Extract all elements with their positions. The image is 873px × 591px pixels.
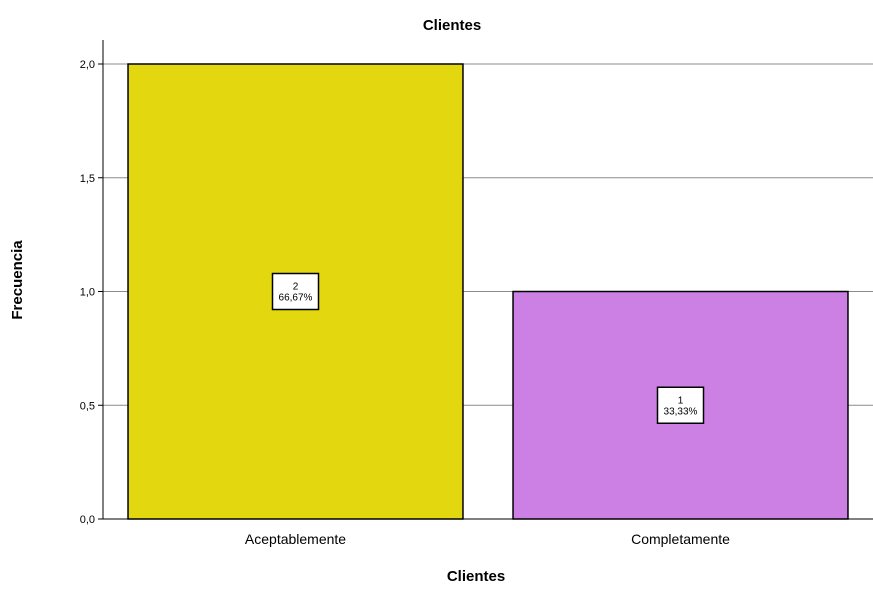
y-tick-label: 2,0 [80,59,95,71]
y-tick-label: 1,5 [80,173,95,185]
x-axis-labels: Aceptablemente Completamente [245,531,730,547]
y-tick-label: 1,0 [80,287,95,299]
data-label-count: 2 [293,282,299,293]
data-label-box [656,386,705,424]
x-axis-title: Clientes [447,568,505,585]
y-tick-label: 0,0 [80,514,95,526]
data-label-percent: 33,33% [664,406,698,417]
y-axis-title: Frecuencia [9,240,26,320]
data-labels: 266,67% 133,33% [271,272,705,424]
data-label-box [271,272,320,311]
data-label-percent: 66,67% [279,293,313,304]
y-axis-ticks: 0,0 0,5 1,0 1,5 2,0 [80,59,103,526]
data-label-count: 1 [678,395,684,406]
x-category-label: Completamente [631,531,730,547]
chart-title: Clientes [423,17,481,34]
x-category-label: Aceptablemente [245,531,346,547]
y-tick-label: 0,5 [80,400,95,412]
